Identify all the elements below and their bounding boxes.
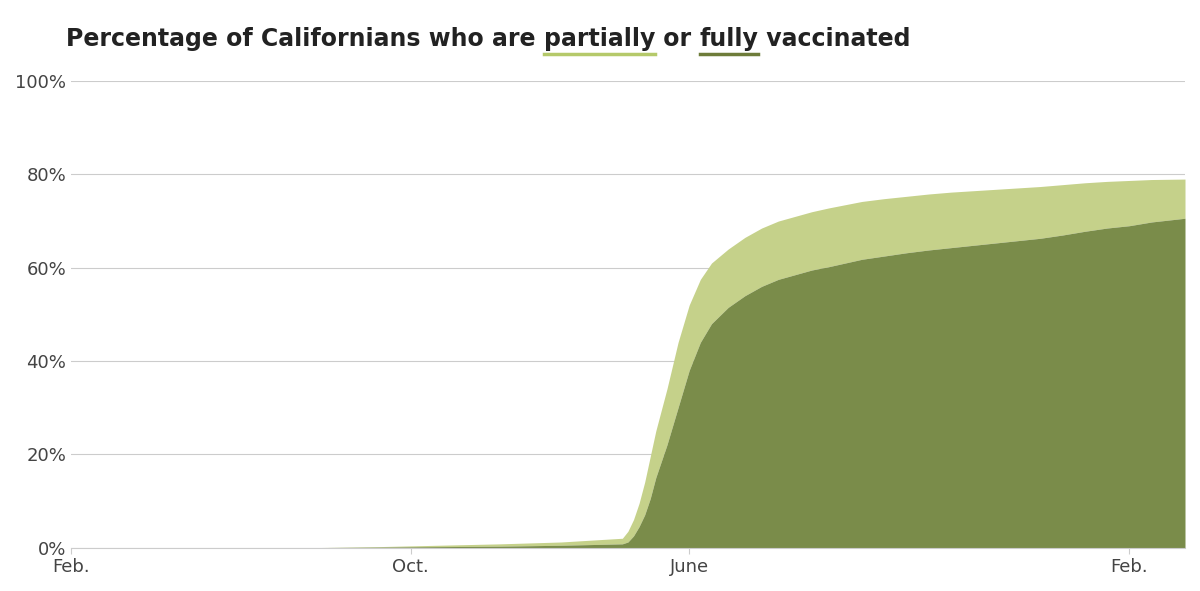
Text: Percentage of Californians who are: Percentage of Californians who are [66, 27, 544, 51]
Text: vaccinated: vaccinated [758, 27, 911, 51]
Text: partially: partially [544, 27, 655, 51]
Text: fully: fully [700, 27, 758, 51]
Text: or: or [655, 27, 700, 51]
